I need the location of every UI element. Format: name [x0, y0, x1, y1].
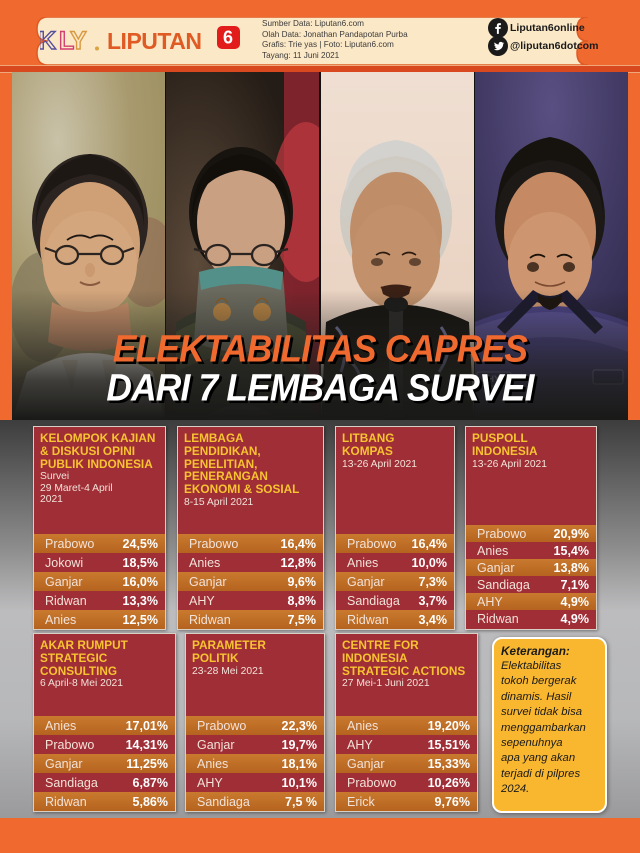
- svg-text:6: 6: [223, 28, 233, 48]
- svg-text:LIPUTAN: LIPUTAN: [107, 28, 201, 54]
- svg-text:K: K: [40, 27, 56, 55]
- svg-text:Y: Y: [70, 27, 87, 55]
